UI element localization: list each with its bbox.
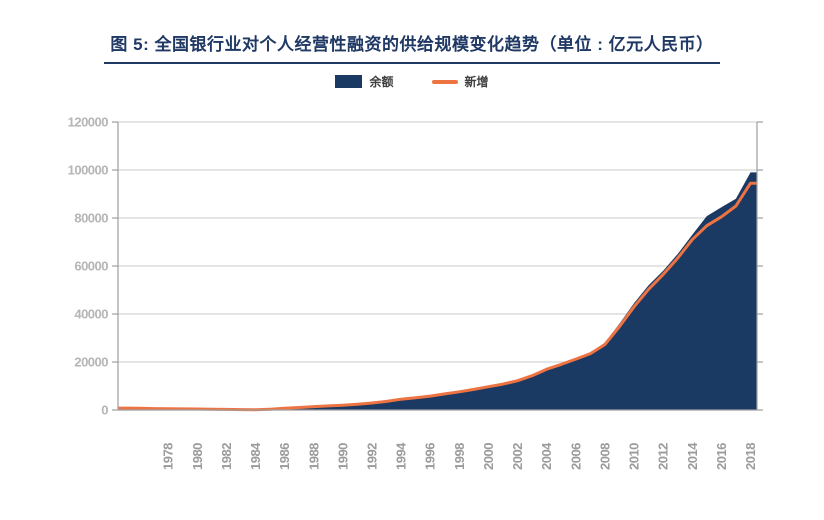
- y-tick-label: 0: [101, 403, 108, 418]
- balance-area-series: [118, 172, 757, 410]
- y-tick-label: 20000: [74, 355, 108, 370]
- y-tick-label: 80000: [74, 211, 108, 226]
- x-tick-label: 1998: [452, 443, 467, 470]
- x-tick-label: 1994: [394, 442, 409, 470]
- x-tick-label: 1988: [306, 443, 321, 470]
- x-tick-label: 1982: [219, 443, 234, 470]
- x-tick-label: 1990: [335, 443, 350, 470]
- legend-label-balance: 余额: [369, 75, 394, 89]
- x-tick-label: 2014: [685, 442, 700, 470]
- x-tick-label: 1992: [364, 443, 379, 470]
- x-tick-label: 2010: [627, 443, 642, 470]
- x-tick-label: 1996: [423, 443, 438, 470]
- new-line-swatch: [431, 79, 458, 84]
- x-tick-label: 2018: [743, 443, 758, 470]
- x-tick-label: 2004: [539, 442, 554, 470]
- legend-label-new: 新增: [464, 75, 489, 89]
- figure-header: 图 5: 全国银行业对个人经营性融资的供给规模变化趋势（单位 : 亿元人民币）: [0, 30, 824, 64]
- x-tick-label: 2000: [481, 443, 496, 470]
- x-tick-label: 2016: [714, 443, 729, 470]
- x-tick-label: 2008: [597, 443, 612, 470]
- balance-area-swatch: [335, 75, 363, 88]
- x-tick-label: 1978: [161, 443, 176, 470]
- x-tick-label: 1984: [248, 442, 263, 470]
- x-tick-label: 1980: [190, 443, 205, 470]
- y-tick-label: 120000: [68, 115, 109, 130]
- legend-item-new: 新增: [431, 73, 489, 90]
- x-tick-label: 2012: [656, 443, 671, 470]
- y-tick-label: 100000: [68, 163, 109, 178]
- x-tick-label: 2002: [510, 443, 525, 470]
- chart-legend: 余额 新增: [0, 73, 824, 90]
- y-tick-label: 60000: [74, 259, 108, 274]
- figure-title: 图 5: 全国银行业对个人经营性融资的供给规模变化趋势（单位 : 亿元人民币）: [104, 30, 720, 64]
- x-tick-label: 2006: [568, 443, 583, 470]
- legend-item-balance: 余额: [335, 73, 394, 90]
- new-line-series: [118, 181, 757, 412]
- x-tick-label: 1986: [277, 443, 292, 470]
- y-tick-label: 40000: [74, 307, 108, 322]
